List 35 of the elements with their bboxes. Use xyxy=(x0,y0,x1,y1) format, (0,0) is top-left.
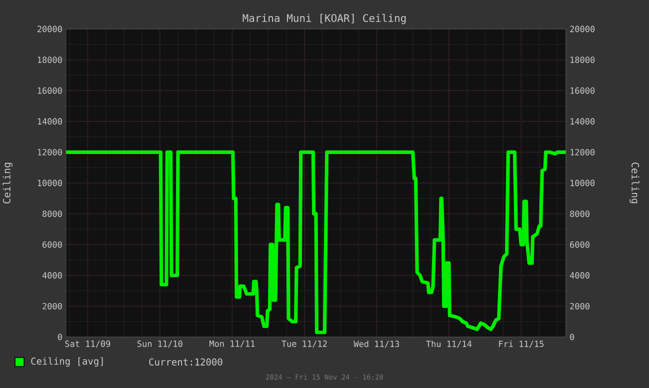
x-tick-label: Mon 11/11 xyxy=(210,340,255,348)
y-tick-label: 6000 xyxy=(42,241,62,248)
y2-tick-label: 18000 xyxy=(570,56,595,64)
y-tick-label: 14000 xyxy=(38,118,62,125)
y2-tick-label: 6000 xyxy=(570,241,590,248)
x-tick-label: Wed 11/13 xyxy=(354,340,400,348)
y2-tick-label: 2000 xyxy=(570,302,590,310)
y2-tick-label: 4000 xyxy=(570,272,590,279)
y-tick-label: 20000 xyxy=(38,26,62,32)
y-tick-label: 16000 xyxy=(38,87,62,94)
x-tick-label: Thu 11/14 xyxy=(426,340,472,348)
y2-tick-label: 12000 xyxy=(570,148,595,156)
x-tick-label: Sat 11/09 xyxy=(65,340,110,348)
chart-title: Marina Muni [KOAR] Ceiling xyxy=(242,14,406,24)
y-tick-label: 0 xyxy=(58,334,62,340)
x-tick-label: Tue 11/12 xyxy=(282,340,327,348)
y-tick-label: 18000 xyxy=(38,56,62,64)
y-tick-label: 4000 xyxy=(42,272,62,279)
y-tick-label: 12000 xyxy=(38,148,62,156)
text: Current:12000 xyxy=(149,358,222,366)
y2-tick-label: 0 xyxy=(570,334,574,340)
y2-tick-label: 20000 xyxy=(570,26,595,32)
x-tick-label: Fri 11/15 xyxy=(499,340,544,348)
y2-tick-label: 14000 xyxy=(570,118,595,125)
y2-tick-label: 8000 xyxy=(570,210,590,218)
legend-label: Ceiling [avg] xyxy=(31,357,103,367)
y2-tick-label: 10000 xyxy=(570,180,595,186)
x-tick-label: Sun 11/10 xyxy=(137,340,182,348)
y2-axis-title: Ceiling xyxy=(630,162,640,204)
y-axis-title: Ceiling xyxy=(2,162,12,204)
y-tick-label: 10000 xyxy=(38,180,62,186)
y-tick-label: 8000 xyxy=(42,210,62,218)
line-series xyxy=(66,150,566,334)
y2-tick-label: 16000 xyxy=(570,87,595,94)
y-tick-label: 2000 xyxy=(42,302,62,310)
